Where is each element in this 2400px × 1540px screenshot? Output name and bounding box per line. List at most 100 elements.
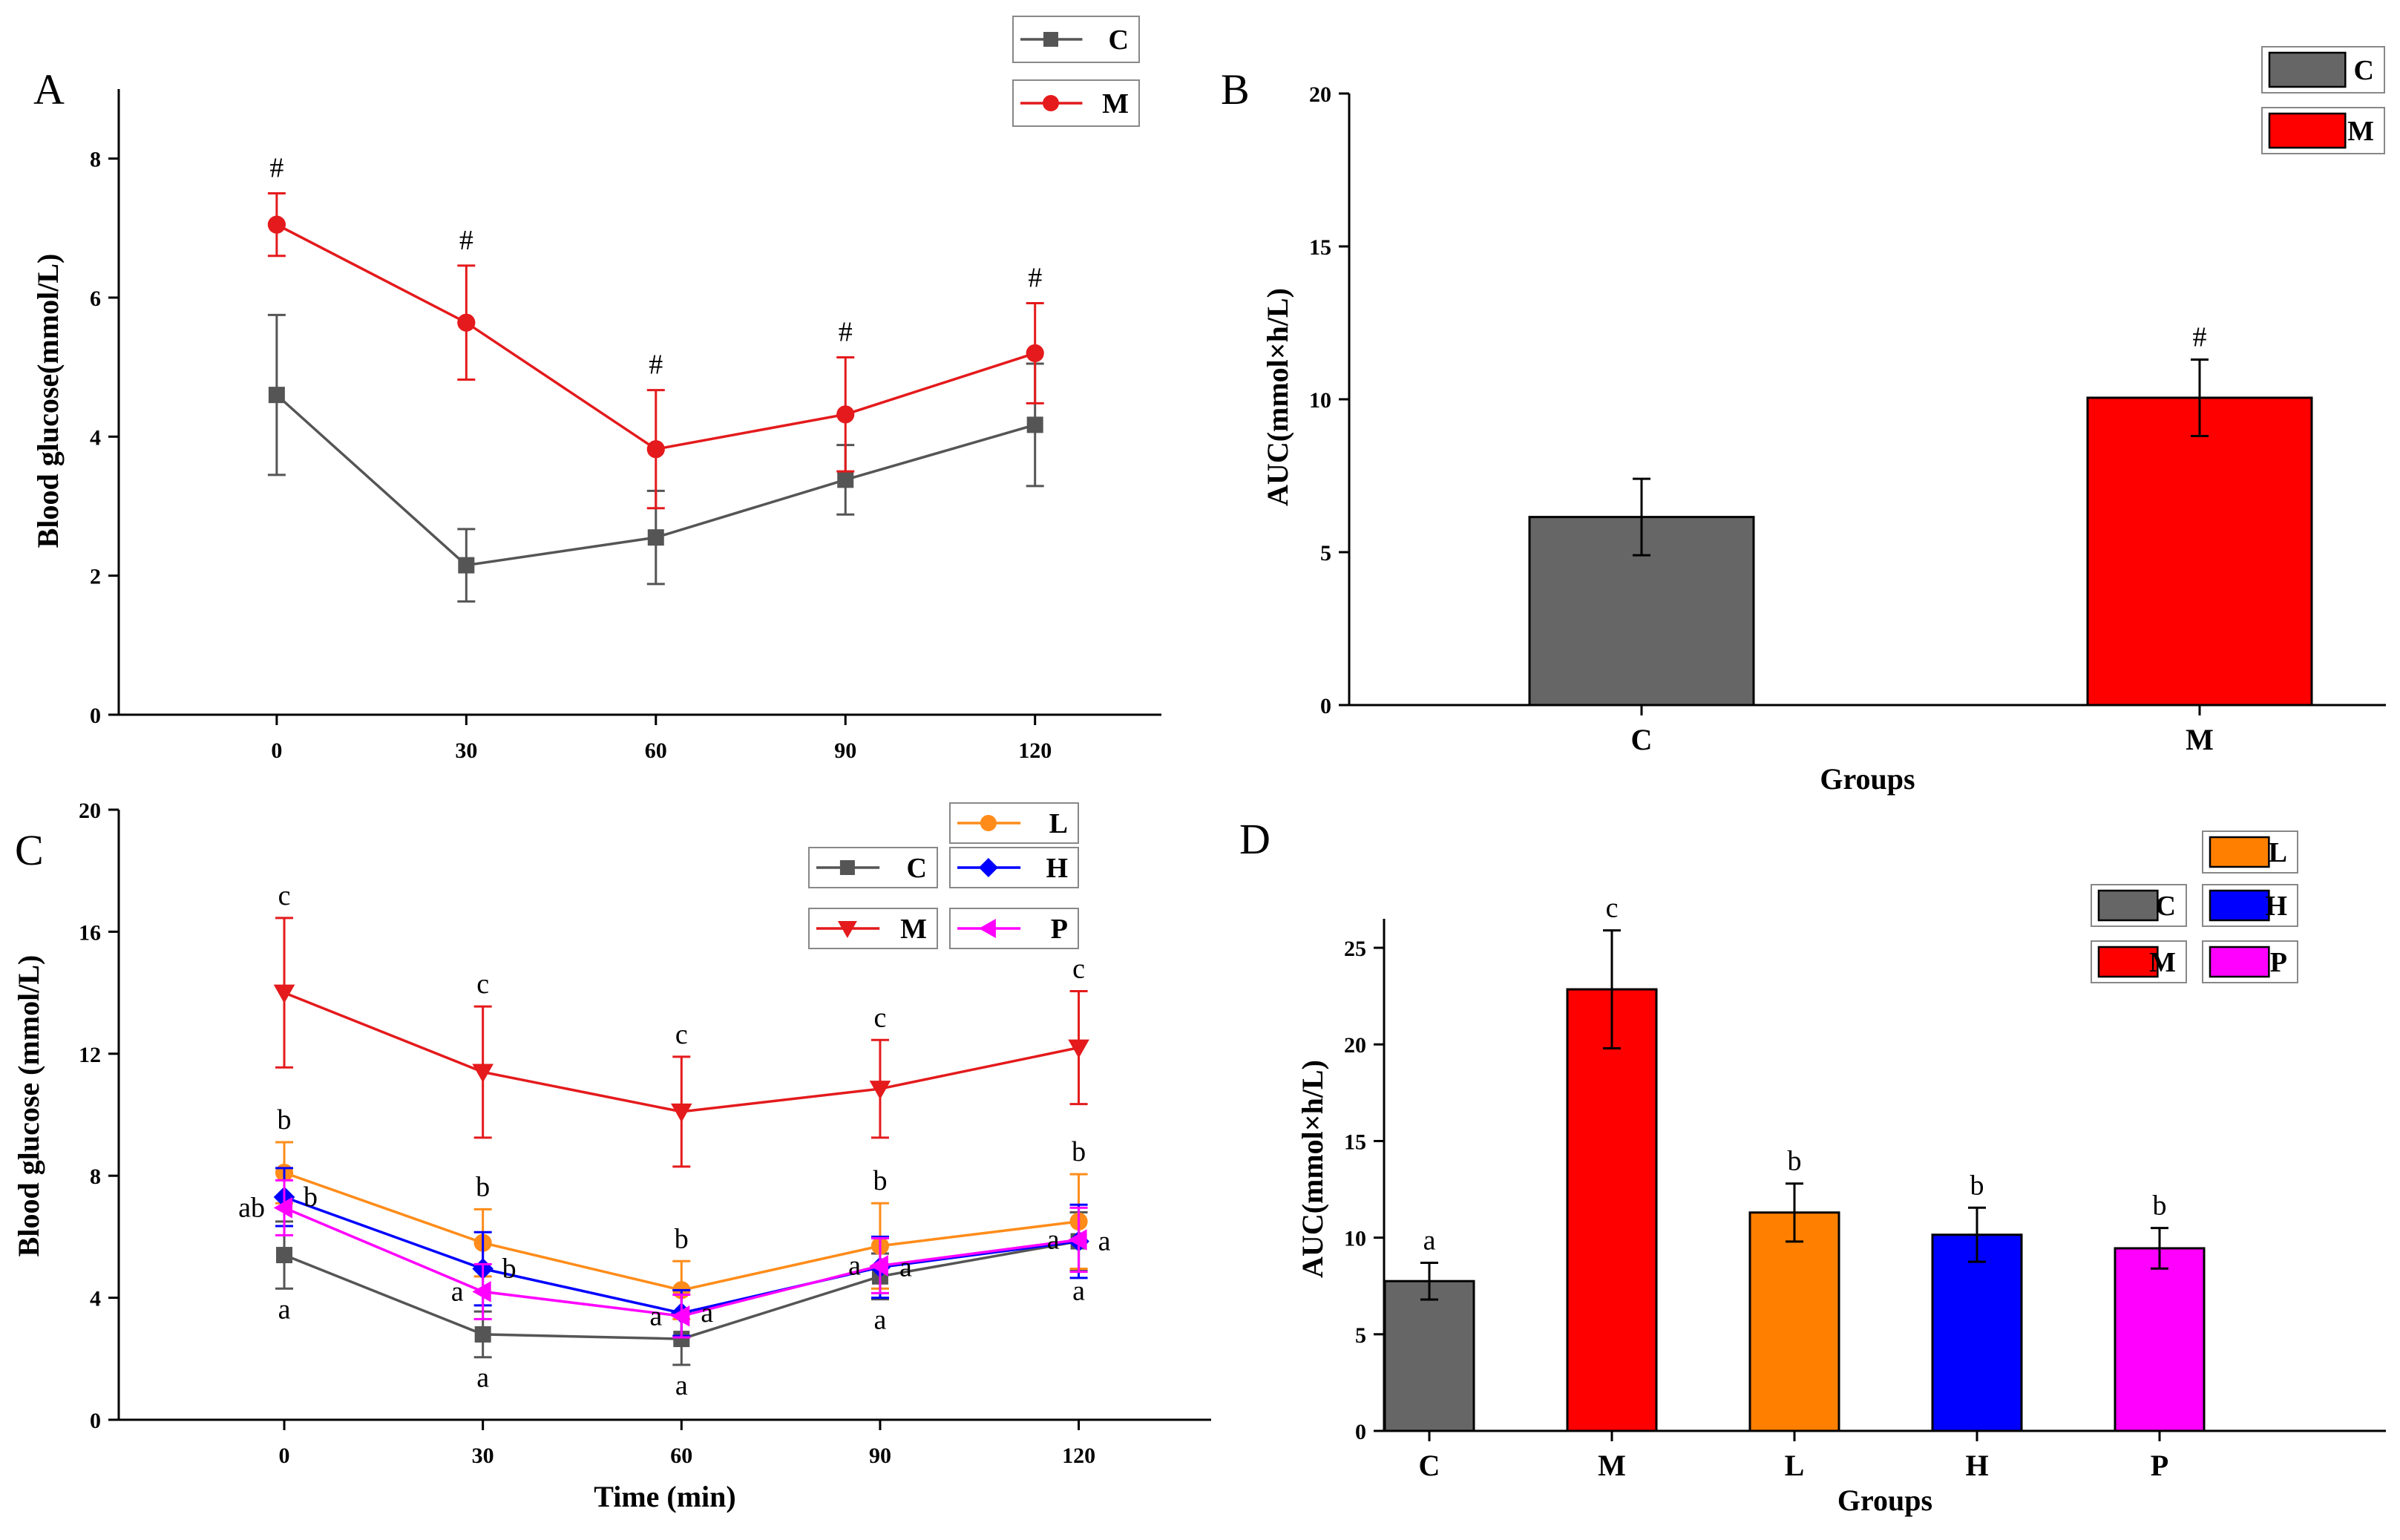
- data-point-C-P: [671, 1305, 690, 1327]
- legend-swatch-D-M: [2097, 946, 2159, 978]
- legend-marker-A-C: [1043, 32, 1058, 47]
- significance-label-C-M: c: [476, 969, 489, 1000]
- x-tick-label-A: 120: [1018, 738, 1052, 763]
- y-axis-title-B: AUC(mmol×h/L): [1261, 288, 1294, 506]
- legend-label-D-M: M: [2149, 947, 2176, 978]
- data-point-C-M: [273, 984, 295, 1003]
- significance-label-C-C: a: [874, 1305, 887, 1336]
- y-tick-label-A: 0: [90, 704, 101, 728]
- legend-label-C-M: M: [900, 914, 927, 945]
- legend-swatch-B-C: [2268, 51, 2347, 88]
- y-tick-label-C: 0: [90, 1409, 101, 1433]
- legend-label-D-P: P: [2270, 947, 2287, 978]
- data-point-C-M: [671, 1103, 692, 1123]
- y-tick-label-B: 0: [1320, 694, 1331, 718]
- significance-label-D-H: b: [1970, 1170, 1984, 1201]
- significance-label-A-M: #: [1028, 262, 1042, 293]
- data-point-A-M: [267, 215, 286, 234]
- significance-label-C-C: a: [476, 1363, 489, 1394]
- legend-label-D-L: L: [2269, 837, 2287, 868]
- panel-letter-B: B: [1221, 65, 1250, 114]
- y-tick-label-B: 20: [1309, 82, 1331, 107]
- x-axis-title-B: Groups: [1820, 762, 1915, 796]
- significance-label-C-P: a: [649, 1300, 662, 1331]
- x-tick-label-A: 60: [645, 738, 667, 763]
- significance-label-C-P: a: [848, 1250, 861, 1281]
- data-point-C-M: [869, 1081, 891, 1100]
- y-axis-title-C: Blood glucose (mmol/L): [12, 955, 45, 1257]
- significance-label-D-C: a: [1423, 1225, 1436, 1256]
- legend-label-D-C: C: [2156, 891, 2176, 922]
- significance-label-C-M: c: [1072, 954, 1085, 985]
- y-tick-label-D: 25: [1344, 937, 1366, 961]
- x-tick-label-B: M: [2186, 723, 2214, 756]
- legend-marker-C-M: [837, 921, 857, 938]
- x-tick-label-C: 0: [279, 1444, 290, 1468]
- y-tick-label-C: 12: [79, 1043, 101, 1067]
- y-tick-label-B: 5: [1320, 541, 1331, 566]
- bar-D-M: [1566, 988, 1658, 1432]
- data-point-C-C: [276, 1247, 293, 1264]
- significance-label-A-M: #: [459, 225, 473, 256]
- significance-label-C-C: a: [278, 1294, 291, 1325]
- y-tick-label-C: 16: [79, 920, 101, 945]
- y-tick-label-A: 4: [90, 425, 101, 450]
- panel-letter-C: C: [15, 826, 44, 874]
- y-tick-label-C: 4: [90, 1287, 101, 1311]
- legend-marker-C-P: [978, 919, 996, 938]
- significance-label-C-P: ab: [238, 1192, 265, 1223]
- significance-label-C-H: a: [1098, 1226, 1111, 1257]
- y-tick-label-D: 5: [1355, 1323, 1366, 1348]
- significance-label-D-L: b: [1788, 1146, 1802, 1177]
- significance-label-C-C: a: [1072, 1276, 1085, 1307]
- y-tick-label-D: 0: [1355, 1420, 1366, 1444]
- significance-label-C-P: a: [451, 1276, 464, 1307]
- legend-label-C-C: C: [907, 853, 927, 884]
- legend-swatch-D-P: [2209, 946, 2270, 978]
- y-tick-label-A: 2: [90, 565, 101, 589]
- significance-label-C-L: b: [873, 1165, 887, 1196]
- legend-label-C-H: H: [1046, 853, 1068, 884]
- x-tick-label-B: C: [1631, 723, 1653, 756]
- x-tick-label-C: 90: [869, 1444, 891, 1468]
- bar-B-M: [2086, 396, 2313, 707]
- x-tick-label-C: 120: [1062, 1444, 1095, 1468]
- significance-label-D-M: c: [1606, 893, 1619, 924]
- data-point-C-M: [472, 1064, 494, 1083]
- y-axis-title-A: Blood glucose(mmol/L): [31, 254, 65, 548]
- legend-swatch-B-M: [2268, 112, 2347, 149]
- significance-label-C-L: b: [675, 1223, 689, 1254]
- y-tick-label-A: 8: [90, 148, 101, 172]
- y-tick-label-D: 15: [1344, 1130, 1366, 1154]
- significance-label-C-H: b: [304, 1182, 318, 1213]
- significance-label-C-L: b: [278, 1104, 292, 1136]
- data-point-A-M: [1026, 344, 1044, 363]
- x-tick-label-A: 90: [834, 738, 856, 763]
- x-tick-label-D: H: [1965, 1449, 1988, 1482]
- legend-marker-C-L: [980, 815, 997, 831]
- legend-label-B-C: C: [2354, 55, 2374, 86]
- data-point-A-C: [647, 529, 664, 546]
- significance-label-C-H: a: [701, 1297, 713, 1328]
- legend-label-C-P: P: [1051, 914, 1068, 945]
- legend-label-B-M: M: [2347, 116, 2374, 147]
- x-axis-title-D: Groups: [1837, 1484, 1932, 1517]
- x-tick-label-A: 0: [271, 738, 282, 763]
- legend-label-D-H: H: [2265, 891, 2287, 922]
- legend-swatch-D-L: [2209, 836, 2270, 868]
- significance-label-A-M: #: [269, 153, 283, 184]
- significance-label-C-M: c: [675, 1019, 688, 1050]
- legend-marker-A-M: [1043, 95, 1059, 111]
- significance-label-C-M: c: [874, 1002, 887, 1033]
- legend-label-A-C: C: [1109, 24, 1129, 56]
- data-point-A-C: [1026, 416, 1043, 433]
- data-point-A-C: [458, 557, 475, 574]
- significance-label-C-H: a: [899, 1252, 912, 1283]
- data-point-A-M: [457, 313, 476, 332]
- y-tick-label-D: 20: [1344, 1033, 1366, 1058]
- y-tick-label-C: 20: [79, 799, 101, 823]
- significance-label-C-H: b: [502, 1254, 517, 1285]
- significance-label-C-C: a: [675, 1370, 688, 1401]
- data-point-C-P: [472, 1281, 491, 1303]
- y-tick-label-A: 6: [90, 286, 101, 311]
